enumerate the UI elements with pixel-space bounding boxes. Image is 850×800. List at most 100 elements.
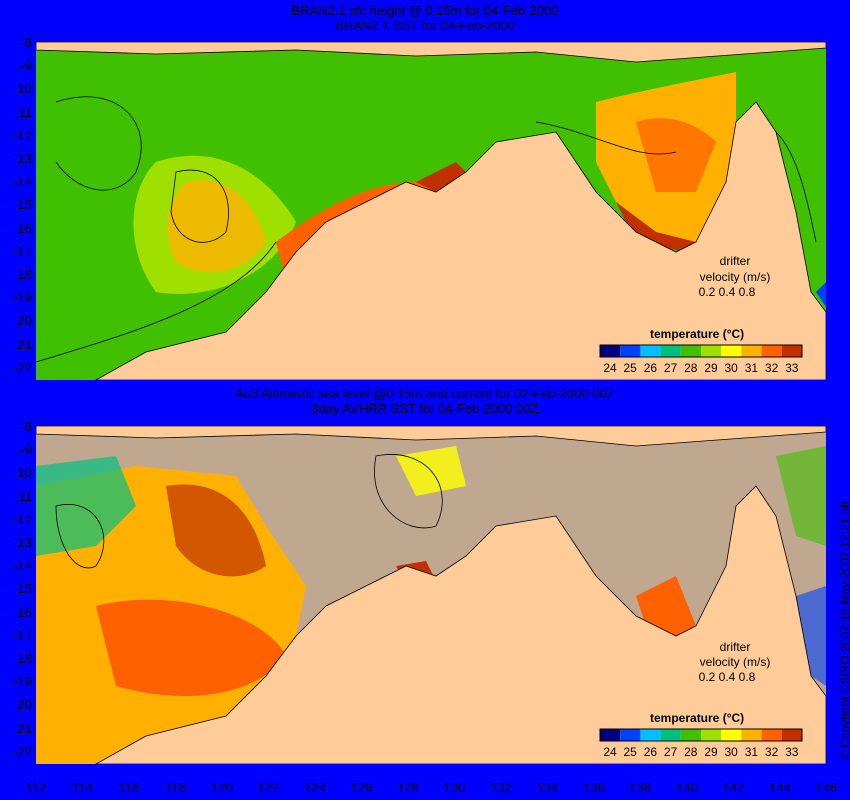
top-panel-title-line2: BRAN2.1 SST for 04-Feb-2000 bbox=[335, 18, 515, 33]
bottom-legend-label: 25 bbox=[623, 745, 637, 759]
top-panel-title-line1: BRAN2.1 sfc height @ 0.15m for 04-Feb-20… bbox=[291, 3, 559, 18]
top-legend-label: 33 bbox=[785, 361, 799, 375]
bottom-legend-title: temperature (°C) bbox=[650, 711, 745, 725]
bottom-y-tick-label: -19 bbox=[13, 674, 32, 690]
top-y-tick-label: -12 bbox=[13, 127, 32, 143]
top-drifter-title: drifter bbox=[719, 254, 751, 268]
x-tick-label: 128 bbox=[397, 780, 419, 795]
top-legend-colorbar bbox=[599, 344, 803, 358]
top-sst-map bbox=[36, 42, 826, 380]
top-y-tick-label: -15 bbox=[13, 197, 32, 213]
bottom-y-tick-label: -18 bbox=[13, 651, 32, 666]
top-y-tick-label: -16 bbox=[13, 220, 32, 236]
bottom-drifter-title: drifter bbox=[719, 640, 751, 654]
legend-color-swatch bbox=[741, 345, 762, 357]
top-legend-label: 30 bbox=[724, 361, 738, 375]
legend-color-swatch bbox=[761, 345, 782, 357]
bottom-y-tick-label: -12 bbox=[13, 511, 32, 527]
top-legend-label: 27 bbox=[663, 361, 678, 375]
x-tick-label: 120 bbox=[211, 780, 233, 795]
top-y-tick-label: -8 bbox=[20, 35, 32, 50]
legend-frame bbox=[599, 728, 803, 742]
legend-color-swatch bbox=[660, 729, 681, 741]
bottom-y-tick-label: -21 bbox=[13, 720, 32, 736]
top-legend-label: 28 bbox=[684, 361, 698, 375]
x-tick-label: 146 bbox=[815, 780, 838, 795]
top-y-tick-label: -18 bbox=[13, 267, 32, 282]
x-tick-label: 124 bbox=[304, 780, 326, 795]
legend-color-swatch bbox=[600, 729, 621, 741]
top-y-tick-label: -10 bbox=[13, 81, 32, 97]
legend-color-swatch bbox=[620, 345, 641, 357]
bottom-legend-label: 30 bbox=[724, 745, 738, 759]
legend-color-swatch bbox=[721, 345, 742, 357]
x-tick-label: 136 bbox=[583, 780, 605, 795]
legend-color-swatch bbox=[761, 729, 782, 741]
bottom-y-tick-label: -8 bbox=[20, 419, 32, 434]
x-tick-label: 132 bbox=[490, 780, 512, 795]
top-legend-label: 31 bbox=[744, 361, 759, 375]
top-legend-label: 29 bbox=[704, 361, 718, 375]
bottom-panel-title-line2: 3day AVHRR SST for 04-Feb-2000 00Z bbox=[311, 401, 539, 416]
legend-color-swatch bbox=[660, 345, 681, 357]
top-y-tick-label: -13 bbox=[13, 151, 32, 166]
top-y-tick-label: -17 bbox=[13, 243, 32, 259]
bottom-drifter-scale: 0.2 0.4 0.8 bbox=[698, 670, 756, 684]
legend-color-swatch bbox=[701, 345, 722, 357]
x-tick-label: 118 bbox=[165, 780, 186, 795]
bottom-y-tick-label: -10 bbox=[13, 465, 32, 481]
top-y-tick-label: -14 bbox=[13, 174, 32, 190]
legend-color-swatch bbox=[640, 729, 661, 741]
x-tick-label: 138 bbox=[629, 780, 652, 795]
bottom-legend-label: 33 bbox=[785, 745, 799, 759]
legend-color-swatch bbox=[600, 345, 621, 357]
top-drifter-velocity-label: velocity (m/s) bbox=[699, 270, 771, 284]
top-y-tick-label: -11 bbox=[14, 104, 32, 120]
bottom-panel-title-line1: Au3 Altimetric sea level @0.15m and curr… bbox=[235, 386, 615, 401]
bottom-drifter-velocity-label: velocity (m/s) bbox=[699, 655, 771, 669]
bottom-sst-map bbox=[36, 426, 826, 764]
legend-color-swatch bbox=[741, 729, 762, 741]
legend-color-swatch bbox=[640, 345, 661, 357]
bottom-legend-label: 31 bbox=[744, 745, 759, 759]
x-tick-label: 142 bbox=[722, 780, 745, 795]
bottom-y-tick-label: -11 bbox=[14, 488, 32, 504]
x-tick-label: 122 bbox=[257, 780, 280, 795]
bottom-legend-label: 32 bbox=[764, 745, 779, 759]
bottom-y-tick-label: -17 bbox=[13, 627, 32, 643]
x-tick-label: 112 bbox=[25, 780, 47, 795]
top-drifter-scale: 0.2 0.4 0.8 bbox=[698, 285, 756, 299]
bottom-legend-label: 27 bbox=[663, 745, 678, 759]
top-legend-label: 32 bbox=[764, 361, 779, 375]
bottom-y-tick-label: -13 bbox=[13, 535, 32, 550]
bottom-legend-label: 28 bbox=[684, 745, 698, 759]
top-y-tick-label: -21 bbox=[13, 336, 32, 352]
top-legend-title: temperature (°C) bbox=[650, 327, 745, 341]
legend-color-swatch bbox=[680, 729, 701, 741]
bottom-legend-colorbar bbox=[599, 728, 803, 742]
x-tick-label: 116 bbox=[118, 780, 140, 795]
bottom-y-tick-label: -9 bbox=[20, 442, 32, 458]
top-y-tick-label: -9 bbox=[20, 58, 32, 74]
x-tick-label: 140 bbox=[676, 780, 698, 795]
legend-color-swatch bbox=[680, 345, 701, 357]
x-tick-label: 114 bbox=[72, 780, 93, 795]
bottom-y-tick-label: -22 bbox=[13, 743, 32, 759]
copyright-text: © Copyright CSIRO 2007 18-May-2007 12:21… bbox=[838, 501, 850, 760]
legend-color-swatch bbox=[781, 729, 802, 741]
top-y-tick-label: -20 bbox=[13, 313, 32, 329]
legend-frame bbox=[599, 344, 803, 358]
bottom-y-tick-label: -16 bbox=[13, 604, 32, 620]
top-y-tick-label: -22 bbox=[13, 359, 32, 375]
top-legend-label: 25 bbox=[623, 361, 637, 375]
bottom-y-tick-label: -14 bbox=[13, 558, 32, 574]
bottom-legend-label: 26 bbox=[643, 745, 658, 759]
top-legend-label: 24 bbox=[603, 361, 617, 375]
top-legend-label: 26 bbox=[643, 361, 658, 375]
bottom-legend-label: 29 bbox=[704, 745, 718, 759]
bottom-y-tick-label: -15 bbox=[13, 581, 32, 597]
top-y-tick-label: -19 bbox=[13, 290, 32, 306]
bottom-y-tick-label: -20 bbox=[13, 697, 32, 713]
bottom-legend-label: 24 bbox=[603, 745, 617, 759]
legend-color-swatch bbox=[781, 345, 802, 357]
